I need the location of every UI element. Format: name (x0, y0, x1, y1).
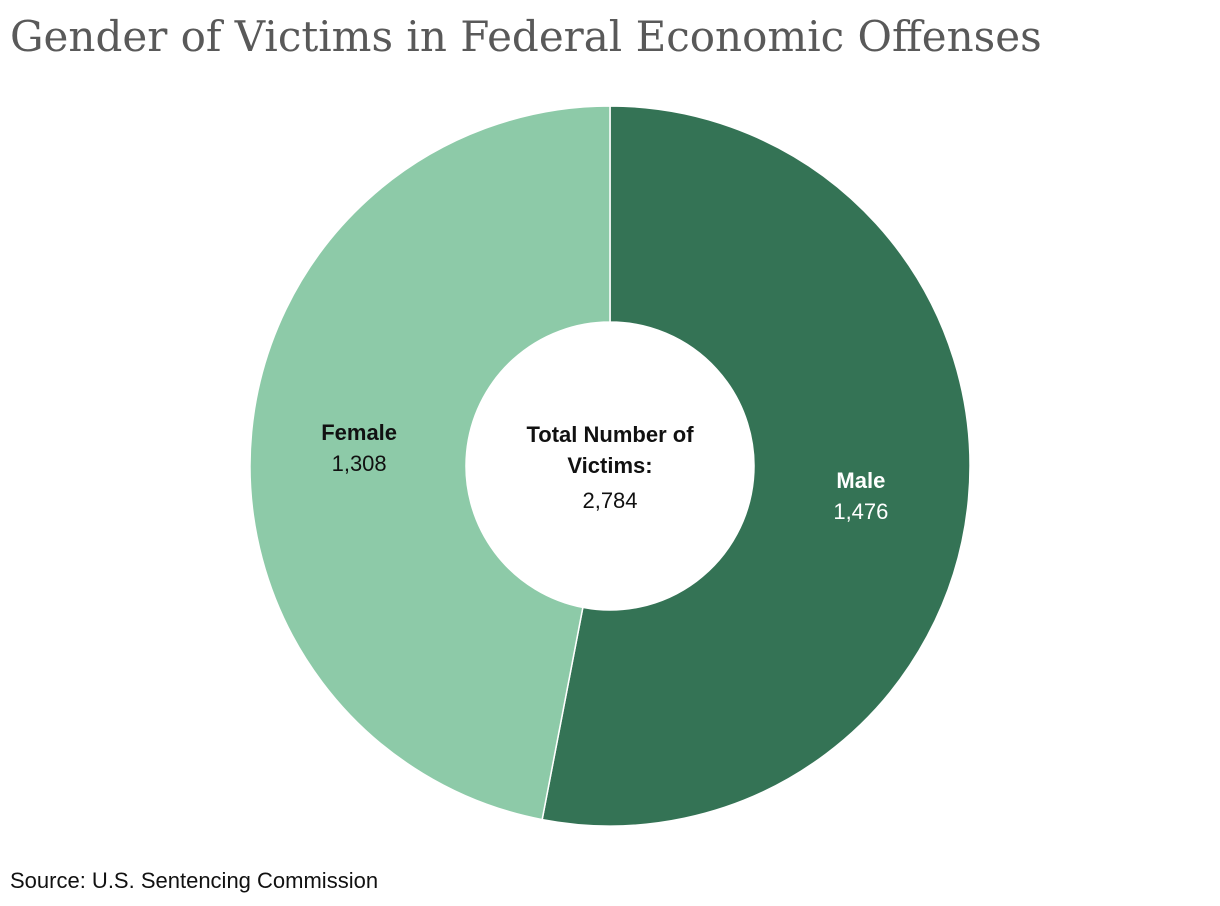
slice-label-female: Female (321, 420, 397, 445)
slice-label-male: Male (836, 468, 885, 493)
slice-value-female: 1,308 (332, 451, 387, 476)
center-total-value: 2,784 (582, 488, 637, 513)
source-note: Source: U.S. Sentencing Commission (10, 868, 379, 893)
chart-title: Gender of Victims in Federal Economic Of… (10, 12, 1042, 61)
slice-female (249, 105, 611, 821)
center-label-line2: Victims: (567, 453, 652, 478)
center-label-line1: Total Number of (526, 422, 694, 447)
slice-male (541, 105, 971, 827)
slice-value-male: 1,476 (833, 499, 888, 524)
